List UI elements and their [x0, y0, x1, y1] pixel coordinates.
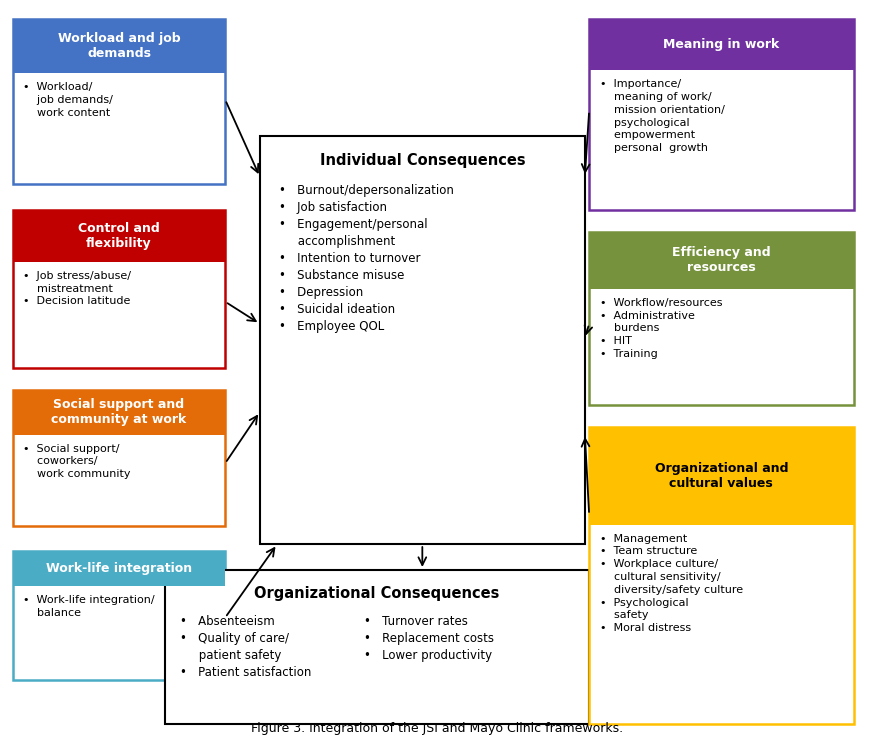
Bar	[589, 232, 853, 404]
Text: •  Management
•  Team structure
•  Workplace culture/
    cultural sensitivity/
: • Management • Team structure • Workplac…	[599, 533, 743, 633]
Text: Workload and job
demands: Workload and job demands	[58, 32, 180, 60]
Text: Meaning in work: Meaning in work	[663, 38, 780, 51]
Text: Figure 3. Integration of the JSI and Mayo Clinic frameworks.: Figure 3. Integration of the JSI and May…	[251, 722, 624, 735]
Bar	[13, 551, 225, 586]
Bar	[164, 570, 589, 724]
Text: Work-life integration: Work-life integration	[46, 562, 192, 575]
Bar	[589, 19, 853, 210]
Text: Efficiency and
resources: Efficiency and resources	[672, 247, 771, 274]
Text: •  Importance/
    meaning of work/
    mission orientation/
    psychological
 : • Importance/ meaning of work/ mission o…	[599, 80, 724, 153]
Text: •   Turnover rates
•   Replacement costs
•   Lower productivity: • Turnover rates • Replacement costs • L…	[364, 615, 494, 663]
Bar	[260, 137, 584, 544]
Text: •  Workload/
    job demands/
    work content: • Workload/ job demands/ work content	[24, 82, 113, 118]
Bar	[13, 210, 225, 262]
Text: Organizational and
cultural values: Organizational and cultural values	[654, 461, 788, 490]
Bar	[13, 19, 225, 184]
Text: •   Absenteeism
•   Quality of care/
     patient safety
•   Patient satisfactio: • Absenteeism • Quality of care/ patient…	[180, 615, 312, 679]
Text: Organizational Consequences: Organizational Consequences	[254, 586, 500, 601]
Bar	[13, 390, 225, 526]
Text: Control and
flexibility: Control and flexibility	[78, 222, 160, 250]
Text: •   Burnout/depersonalization
•   Job satisfaction
•   Engagement/personal
     : • Burnout/depersonalization • Job satisf…	[279, 184, 454, 333]
Bar	[13, 551, 225, 680]
Bar	[13, 19, 225, 74]
Text: Individual Consequences: Individual Consequences	[319, 152, 525, 168]
Text: Social support and
community at work: Social support and community at work	[52, 398, 186, 426]
Bar	[589, 426, 853, 525]
Bar	[589, 426, 853, 724]
Bar	[13, 390, 225, 435]
Bar	[589, 19, 853, 71]
Text: •  Job stress/abuse/
    mistreatment
•  Decision latitude: • Job stress/abuse/ mistreatment • Decis…	[24, 270, 131, 306]
Text: •  Workflow/resources
•  Administrative
    burdens
•  HIT
•  Training: • Workflow/resources • Administrative bu…	[599, 298, 722, 359]
Text: •  Work-life integration/
    balance: • Work-life integration/ balance	[24, 595, 155, 618]
Text: •  Social support/
    coworkers/
    work community: • Social support/ coworkers/ work commun…	[24, 444, 130, 479]
Bar	[589, 232, 853, 289]
Bar	[13, 210, 225, 368]
